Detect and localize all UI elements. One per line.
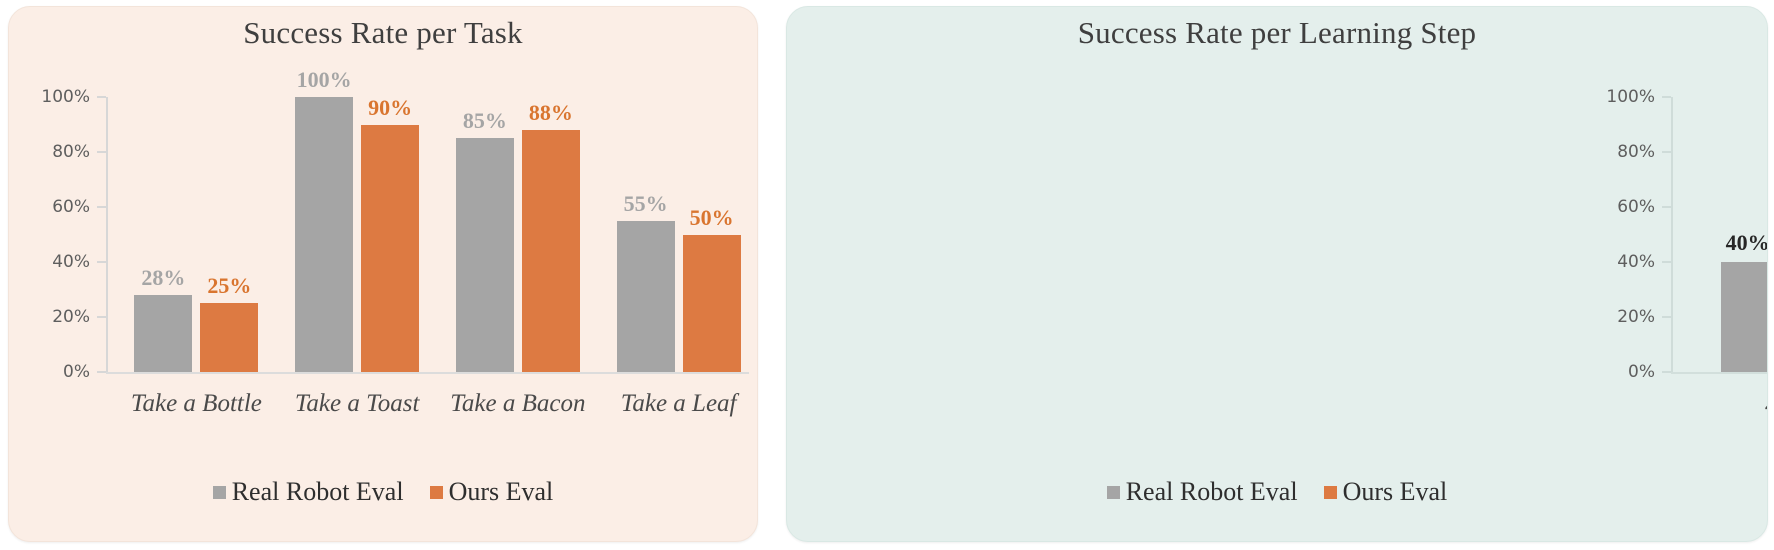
x-axis-category-label: Take a Toast — [294, 390, 420, 417]
bar-ours-eval[interactable] — [361, 124, 420, 372]
legend-swatch-gray-icon — [212, 485, 226, 499]
y-axis-tick — [1662, 96, 1671, 98]
x-axis-category-label: 4K — [1765, 392, 1767, 420]
chart-panel-success-rate-per-learning-step: Success Rate per Learning Step 0% 20% 40% 6… — [786, 6, 1768, 542]
bar-real-robot-eval[interactable] — [1720, 262, 1767, 372]
y-axis-tick-label: 80% — [1617, 142, 1655, 162]
y-axis-tick — [97, 371, 106, 373]
bar-value-label: 40% — [1725, 230, 1768, 255]
bar-value-label: 85% — [462, 108, 507, 134]
y-axis-tick-label: 80% — [52, 142, 90, 162]
y-axis-tick-label: 0% — [1628, 362, 1655, 382]
y-axis-tick — [1662, 316, 1671, 318]
legend-label-real: Real Robot Eval — [231, 477, 404, 506]
y-axis-line-right — [1671, 97, 1673, 372]
x-axis-baseline-right — [1671, 372, 1767, 374]
bar-value-label: 25% — [207, 273, 252, 299]
y-axis-tick-label: 20% — [1617, 307, 1655, 327]
y-axis-tick — [97, 261, 106, 263]
y-axis-tick — [1662, 151, 1671, 153]
y-axis-tick-label: 20% — [52, 307, 90, 327]
x-axis-category-label: Take a Leaf — [620, 390, 737, 417]
plot-area-left: 0% 20% 40% 60% 80% 100% 28% 25% Take a Bottle 100… — [41, 67, 749, 417]
y-axis-tick — [97, 151, 106, 153]
bar-ours-eval[interactable] — [682, 234, 741, 372]
legend-swatch-orange-icon — [429, 485, 443, 499]
plot-area-right: 0%20%40%60%80%100%40%40%4K61%63%8K79%76%… — [1606, 87, 1768, 419]
y-axis-tick — [97, 206, 106, 208]
page-title-left: Success Rate per Task — [243, 15, 523, 50]
legend-label-ours: Ours Eval — [448, 477, 554, 506]
bar-real-robot-eval[interactable] — [455, 138, 514, 372]
x-axis-category-label: Take a Bottle — [130, 390, 262, 417]
bar-real-robot-eval[interactable] — [134, 295, 193, 372]
y-axis-tick-label: 100% — [41, 87, 90, 107]
bar-real-robot-eval[interactable] — [616, 220, 675, 372]
y-axis-tick — [1662, 371, 1671, 373]
y-axis-tick-label: 60% — [1617, 197, 1655, 217]
chart-panel-success-rate-per-task: Success Rate per Task 0% 20% 40% 60% 80% 100%… — [8, 6, 758, 542]
x-axis-baseline-left — [106, 372, 749, 374]
legend-item-real-robot-eval[interactable]: Real Robot Eval — [212, 477, 404, 507]
y-axis-tick — [1662, 261, 1671, 263]
legend-swatch-orange-icon — [1323, 485, 1337, 499]
bar-value-label: 100% — [296, 67, 352, 92]
legend-item-real-robot-eval[interactable]: Real Robot Eval — [1106, 477, 1298, 507]
y-axis-tick — [97, 96, 106, 98]
y-axis-tick — [97, 316, 106, 318]
bar-value-label: 55% — [623, 190, 668, 216]
x-axis-category-label: Take a Bacon — [450, 390, 586, 417]
page-title-right: Success Rate per Learning Step — [1077, 15, 1477, 50]
y-axis-tick-label: 100% — [1606, 87, 1655, 107]
legend-swatch-gray-icon — [1106, 485, 1120, 499]
y-axis-line-left — [106, 97, 108, 372]
bar-value-label: 28% — [141, 265, 186, 290]
bar-value-label: 88% — [528, 100, 573, 125]
bar-value-label: 90% — [368, 94, 413, 120]
bar-value-label: 50% — [689, 204, 734, 230]
legend-label-real: Real Robot Eval — [1125, 477, 1298, 506]
legend-left: Real Robot Eval Ours Eval — [9, 477, 757, 507]
y-axis-tick-label: 40% — [52, 252, 90, 272]
legend-label-ours: Ours Eval — [1342, 477, 1448, 506]
y-axis-tick-label: 60% — [52, 197, 90, 217]
y-axis-tick-label: 40% — [1617, 252, 1655, 272]
legend-item-ours-eval[interactable]: Ours Eval — [1323, 477, 1448, 507]
y-axis-tick — [1662, 206, 1671, 208]
bar-ours-eval[interactable] — [521, 130, 580, 372]
y-axis-tick-label: 0% — [63, 362, 90, 382]
legend-item-ours-eval[interactable]: Ours Eval — [429, 477, 554, 507]
bar-ours-eval[interactable] — [200, 303, 259, 372]
legend-right: Real Robot Eval Ours Eval — [787, 477, 1767, 507]
bar-real-robot-eval[interactable] — [295, 97, 354, 372]
